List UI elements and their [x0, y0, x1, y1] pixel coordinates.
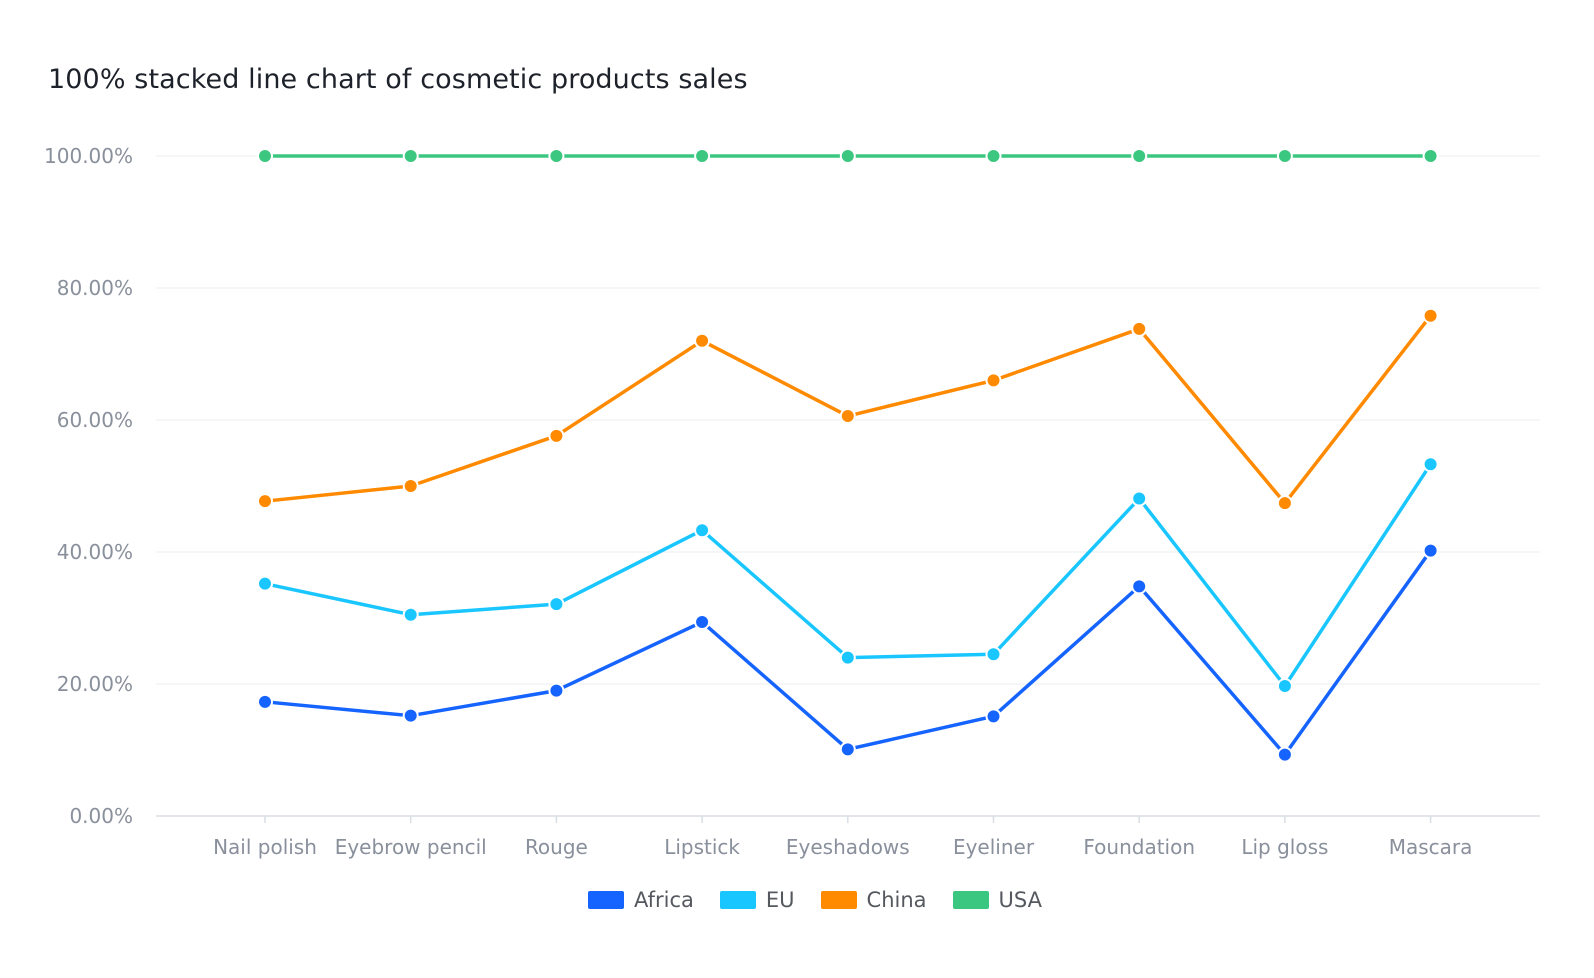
data-point-usa[interactable] [694, 148, 711, 164]
data-point-usa[interactable] [839, 148, 856, 164]
legend-item-china[interactable]: China [820, 888, 927, 912]
legend-label: USA [998, 888, 1042, 912]
legend-item-africa[interactable]: Africa [587, 888, 694, 912]
x-tick-label: Rouge [525, 835, 588, 859]
data-point-eu[interactable] [1276, 677, 1293, 694]
x-axis [156, 815, 1540, 823]
data-point-china[interactable] [402, 478, 419, 494]
y-axis: 0.00% 20.00% 40.00% 60.00% 80.00% 100.00% [44, 144, 133, 828]
data-point-eu[interactable] [257, 575, 273, 592]
data-point-africa[interactable] [257, 693, 273, 710]
series-lines [257, 148, 1439, 763]
y-tick-label: 40.00% [57, 540, 133, 564]
x-tick-label: Nail polish [213, 835, 317, 859]
data-point-china[interactable] [257, 493, 273, 510]
data-point-eu[interactable] [1422, 456, 1439, 473]
data-point-eu[interactable] [548, 596, 565, 613]
legend-label: China [866, 888, 927, 912]
data-point-usa[interactable] [257, 148, 273, 164]
x-tick-label: Eyeliner [953, 835, 1035, 859]
data-point-usa[interactable] [1422, 148, 1439, 164]
x-axis-labels: Nail polish Eyebrow pencil Rouge Lipstick Ey… [213, 835, 1472, 859]
series-eu [257, 456, 1439, 694]
x-tick-label: Lipstick [664, 835, 740, 859]
data-point-china[interactable] [1276, 495, 1293, 512]
data-point-china[interactable] [548, 427, 565, 444]
data-point-africa[interactable] [985, 708, 1002, 725]
x-tick-label: Mascara [1389, 835, 1473, 859]
x-tick-label: Lip gloss [1241, 835, 1328, 859]
data-point-eu[interactable] [402, 606, 419, 623]
data-point-china[interactable] [1131, 320, 1148, 337]
legend-label: Africa [633, 888, 694, 912]
data-point-africa[interactable] [548, 682, 565, 699]
data-point-china[interactable] [839, 408, 856, 425]
data-point-usa[interactable] [1276, 148, 1293, 164]
series-usa [257, 148, 1439, 164]
data-point-africa[interactable] [1131, 578, 1148, 595]
data-point-africa[interactable] [694, 613, 711, 630]
data-point-africa[interactable] [839, 741, 856, 758]
data-point-usa[interactable] [985, 148, 1002, 164]
x-tick-label: Eyebrow pencil [335, 835, 487, 859]
data-point-usa[interactable] [1131, 148, 1148, 164]
legend-swatch [719, 891, 756, 909]
data-point-eu[interactable] [1131, 490, 1148, 507]
legend-label: EU [765, 888, 795, 912]
chart-title: 100% stacked line chart of cosmetic prod… [48, 64, 748, 95]
legend-swatch [820, 891, 857, 909]
y-tick-label: 100.00% [44, 144, 133, 168]
y-tick-label: 60.00% [57, 408, 133, 432]
y-tick-label: 20.00% [57, 672, 133, 696]
data-point-eu[interactable] [985, 646, 1002, 663]
legend-swatch [587, 891, 624, 909]
data-point-china[interactable] [694, 332, 711, 349]
data-point-eu[interactable] [694, 522, 711, 539]
data-point-usa[interactable] [402, 148, 419, 164]
data-point-eu[interactable] [839, 649, 856, 666]
data-point-africa[interactable] [1422, 542, 1439, 559]
legend-item-usa[interactable]: USA [952, 888, 1042, 912]
data-point-africa[interactable] [402, 707, 419, 724]
series-china [257, 307, 1439, 512]
y-tick-label: 80.00% [57, 276, 133, 300]
legend-item-eu[interactable]: EU [719, 888, 795, 912]
series-africa [257, 542, 1439, 763]
legend-swatch [952, 891, 989, 909]
data-point-africa[interactable] [1276, 746, 1293, 763]
x-tick-label: Eyeshadows [786, 835, 910, 859]
data-point-china[interactable] [1422, 307, 1439, 324]
chart-legend: Africa EU China USA [0, 888, 1594, 912]
y-tick-label: 0.00% [69, 804, 133, 828]
data-point-china[interactable] [985, 372, 1002, 389]
x-tick-label: Foundation [1083, 835, 1195, 859]
data-point-usa[interactable] [548, 148, 565, 164]
